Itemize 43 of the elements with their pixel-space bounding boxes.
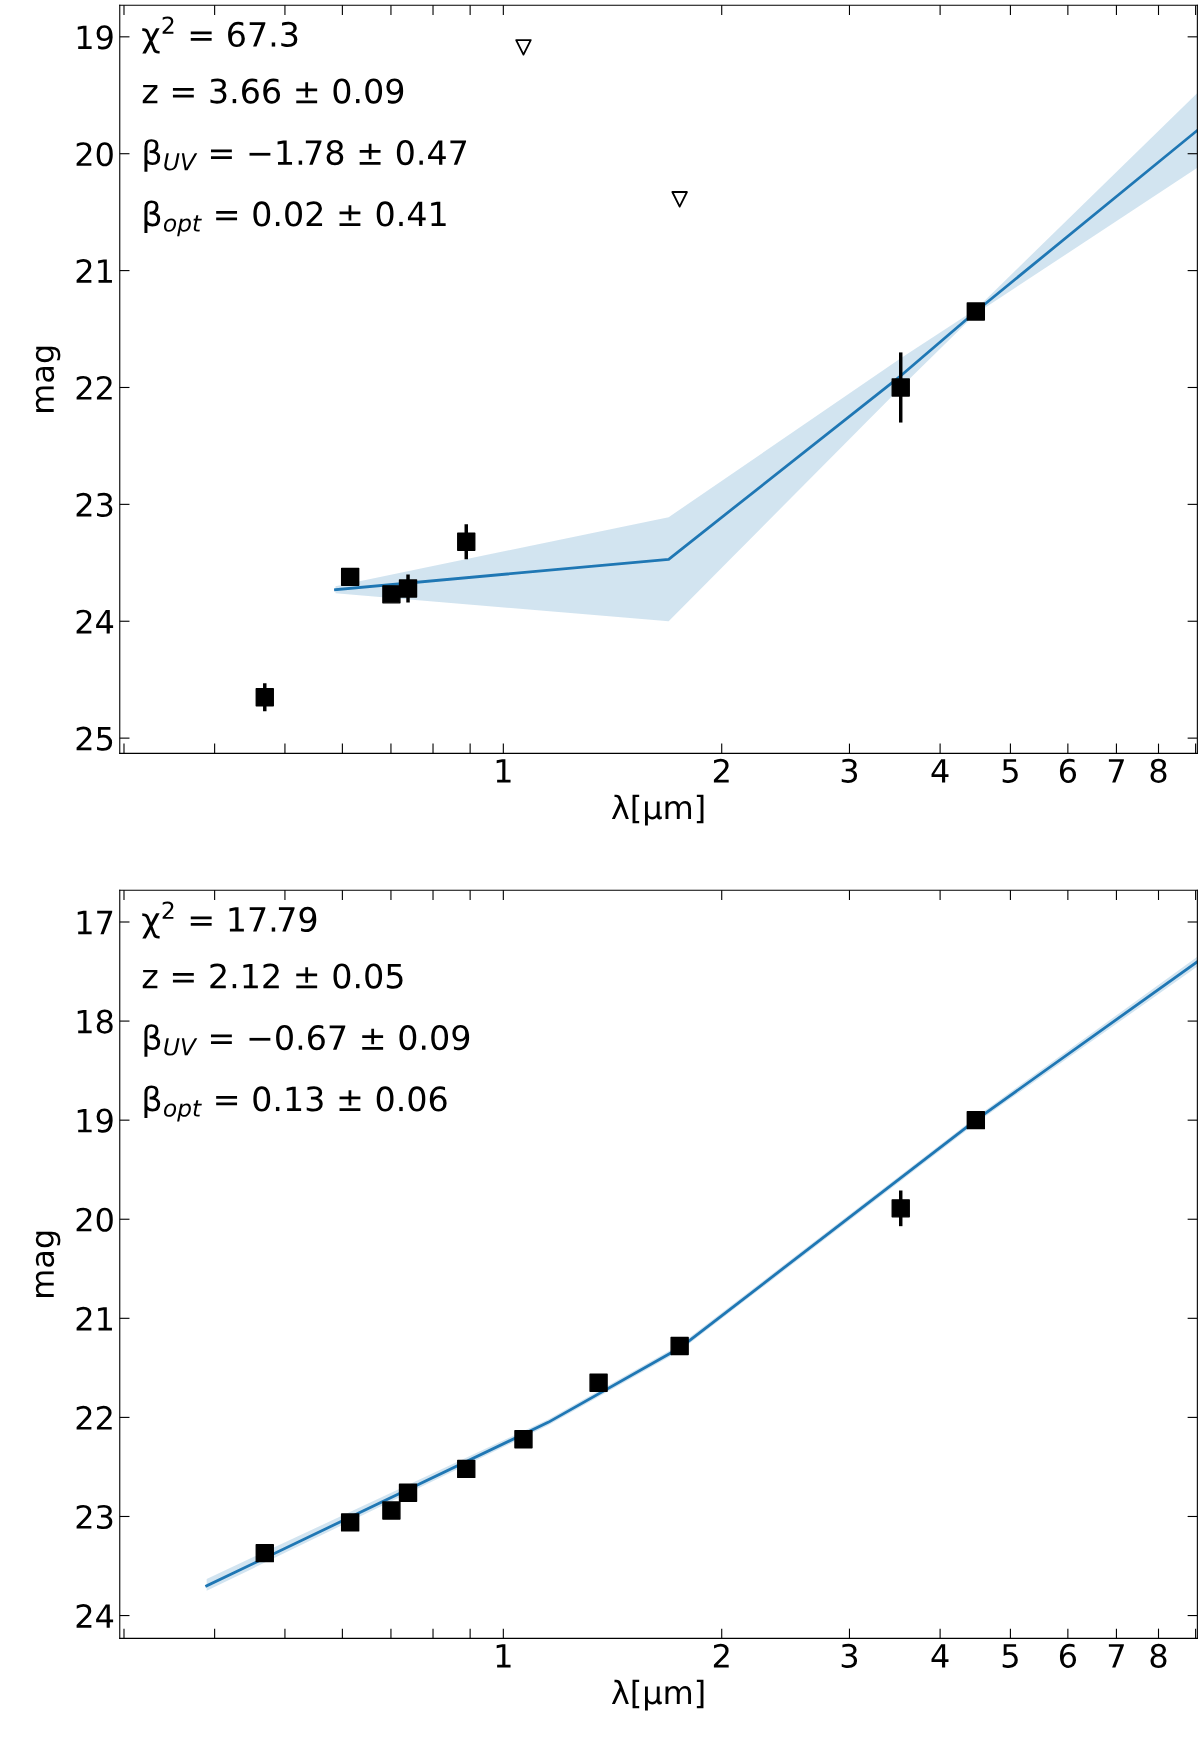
annotation: β$_{UV}$ = −0.67 ± 0.09 (144, 1024, 470, 1057)
y-tick-label: 19 (77, 1108, 113, 1133)
x-tick-label: 5 (1002, 759, 1018, 783)
annotation: z = 3.66 ± 0.09 (142, 78, 404, 104)
y-tick-label: 23 (76, 492, 113, 517)
x-tick-label: 3 (841, 758, 858, 783)
y-tick-label: 25 (76, 726, 113, 751)
x-axis-title: λ[μm] (611, 794, 704, 826)
y-axis-title: mag (35, 346, 61, 412)
annotation: χ$^{2}$ = 67.3 (142, 16, 298, 54)
x-tick-label: 7 (1108, 1644, 1124, 1668)
x-tick-label: 4 (931, 1644, 949, 1668)
x-tick-label: 1 (496, 1644, 511, 1668)
y-tick-label: 24 (76, 1603, 114, 1628)
x-tick-label: 8 (1150, 758, 1167, 783)
annotation: χ$^{2}$ = 17.79 (142, 901, 317, 939)
y-tick-label: 20 (76, 1207, 113, 1232)
y-tick-label: 20 (76, 142, 113, 167)
y-tick-label: 22 (76, 375, 112, 400)
x-tick-label: 7 (1108, 759, 1124, 783)
y-tick-label: 19 (77, 25, 113, 50)
y-tick-label: 17 (77, 910, 113, 935)
y-axis-title: mag (35, 1231, 61, 1297)
x-tick-label: 2 (713, 758, 729, 783)
x-tick-label: 6 (1059, 758, 1077, 783)
y-tick-label: 18 (77, 1009, 113, 1034)
x-tick-label: 1 (496, 759, 511, 783)
y-tick-label: 22 (76, 1405, 112, 1430)
x-tick-label: 5 (1002, 1644, 1018, 1668)
x-tick-label: 6 (1059, 1643, 1077, 1668)
y-tick-label: 24 (76, 609, 114, 634)
y-tick-label: 21 (76, 1306, 112, 1331)
annotation: z = 2.12 ± 0.05 (142, 963, 403, 989)
x-tick-label: 8 (1150, 1643, 1167, 1668)
y-tick-label: 21 (76, 259, 112, 283)
x-tick-label: 3 (841, 1643, 858, 1668)
annotation: β$_{UV}$ = −1.78 ± 0.47 (144, 139, 467, 172)
y-tick-label: 23 (76, 1504, 113, 1530)
annotation: β$_{opt}$ = 0.02 ± 0.41 (144, 200, 446, 237)
annotation: β$_{opt}$ = 0.13 ± 0.06 (144, 1085, 447, 1122)
x-tick-label: 2 (713, 1643, 729, 1668)
x-axis-title: λ[μm] (611, 1679, 704, 1711)
x-tick-label: 4 (931, 759, 949, 783)
